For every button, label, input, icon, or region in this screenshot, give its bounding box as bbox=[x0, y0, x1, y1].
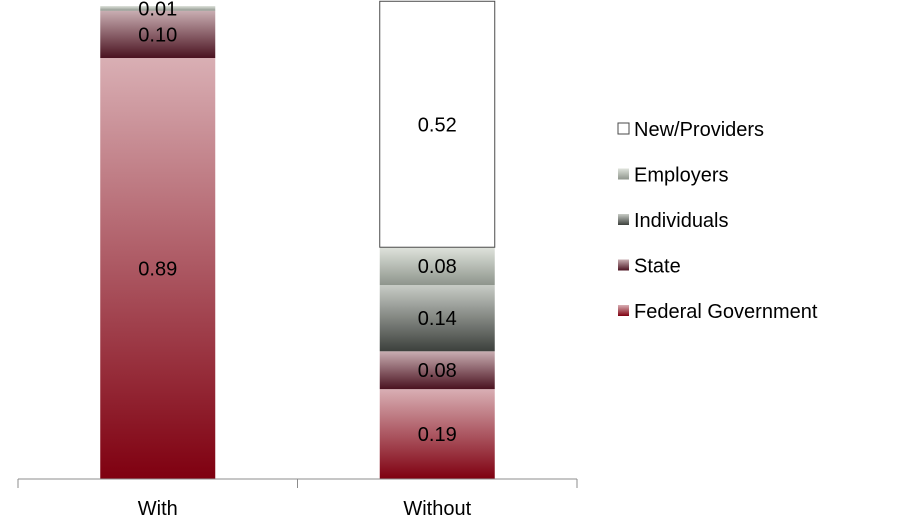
x-tick-label-with: With bbox=[138, 498, 178, 520]
data-label-with-state: 0.10 bbox=[138, 24, 177, 46]
bars-group: 0.89 0.10 0.01 0.19 0.08 0.14 0.08 0.52 bbox=[100, 0, 496, 479]
bar-without-new-providers bbox=[379, 0, 496, 248]
data-label-with-employers: 0.01 bbox=[138, 0, 177, 20]
legend-label-state: State bbox=[634, 256, 681, 278]
data-label-without-state: 0.08 bbox=[418, 360, 457, 382]
legend-swatch-individuals bbox=[618, 214, 629, 225]
legend-label-employers: Employers bbox=[634, 165, 728, 187]
legend-swatch-employers bbox=[618, 168, 629, 180]
data-label-without-individuals: 0.14 bbox=[418, 308, 457, 330]
bar-with-state bbox=[100, 10, 216, 59]
bar-without-federal-government bbox=[379, 389, 495, 479]
x-axis: With Without bbox=[17, 478, 578, 520]
data-label-without-federal-government: 0.19 bbox=[418, 424, 457, 446]
legend-swatch-state bbox=[618, 259, 629, 271]
bar-with-federal-government bbox=[100, 58, 216, 479]
legend-label-individuals: Individuals bbox=[634, 210, 729, 232]
bar-without-individuals bbox=[379, 285, 495, 352]
bar-with-employers bbox=[100, 6, 216, 11]
x-tick-label-without: Without bbox=[403, 498, 471, 520]
legend-swatch-new-providers bbox=[617, 122, 630, 135]
legend: New/Providers Employers Individuals State Fe… bbox=[617, 119, 818, 323]
data-label-without-employers: 0.08 bbox=[418, 256, 457, 278]
bar-without-employers bbox=[379, 247, 495, 286]
data-label-with-federal-government: 0.89 bbox=[138, 259, 177, 281]
legend-swatch-federal-government bbox=[618, 305, 629, 316]
data-label-without-new-providers: 0.52 bbox=[418, 114, 457, 136]
legend-label-federal-government: Federal Government bbox=[634, 301, 818, 323]
legend-label-new-providers: New/Providers bbox=[634, 119, 764, 141]
bar-without-state bbox=[379, 351, 495, 390]
